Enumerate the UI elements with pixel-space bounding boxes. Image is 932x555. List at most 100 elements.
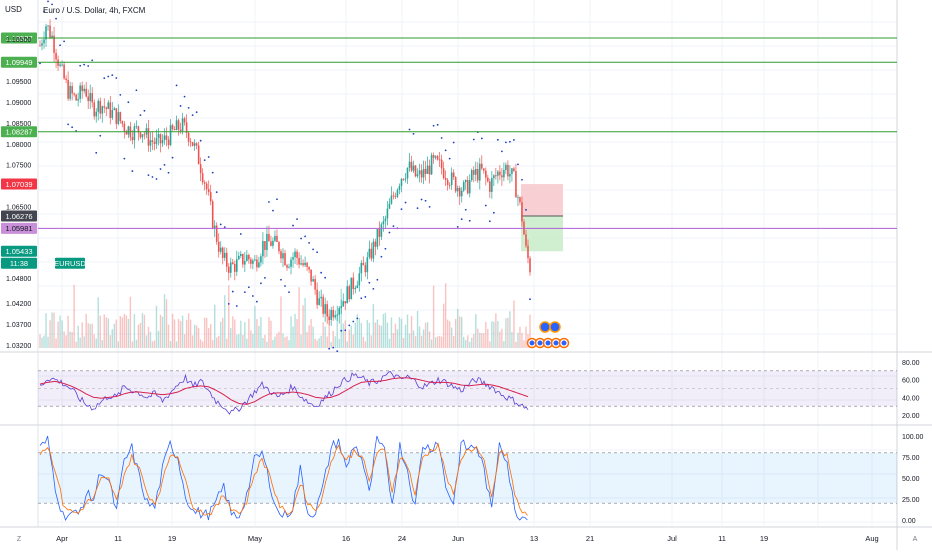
candle-body[interactable] <box>468 180 471 194</box>
candle-body[interactable] <box>272 240 274 246</box>
candle-body[interactable] <box>416 174 419 177</box>
stochastic-pane[interactable] <box>38 435 897 521</box>
event-icon[interactable] <box>539 321 551 333</box>
candle-body[interactable] <box>460 190 463 197</box>
candle-body[interactable] <box>424 168 427 174</box>
candle-body[interactable] <box>147 128 150 146</box>
candle-body[interactable] <box>93 102 96 117</box>
candle-body[interactable] <box>69 86 71 99</box>
candle-body[interactable] <box>348 286 351 300</box>
candle-body[interactable] <box>233 263 236 272</box>
candle-body[interactable] <box>472 170 475 175</box>
candle-body[interactable] <box>300 263 302 265</box>
candle-body[interactable] <box>408 161 411 168</box>
candle-body[interactable] <box>396 189 399 197</box>
candle-body[interactable] <box>478 163 481 181</box>
candle-body[interactable] <box>217 241 220 252</box>
candle-body[interactable] <box>394 195 397 197</box>
candle-body[interactable] <box>133 126 136 141</box>
horizontal-levels[interactable] <box>38 37 897 229</box>
candle-body[interactable] <box>117 112 120 124</box>
candle-body[interactable] <box>525 234 527 246</box>
candle-body[interactable] <box>503 170 505 178</box>
candle-body[interactable] <box>521 202 523 222</box>
candle-body[interactable] <box>529 258 531 273</box>
candle-body[interactable] <box>386 208 389 219</box>
candle-body[interactable] <box>103 106 106 108</box>
event-icon[interactable] <box>549 321 561 333</box>
rsi-ma-line[interactable] <box>39 377 529 405</box>
rsi-pane[interactable] <box>38 370 897 415</box>
candle-body[interactable] <box>79 85 81 99</box>
candle-body[interactable] <box>45 26 47 40</box>
rsi-line[interactable] <box>39 371 529 415</box>
candle-body[interactable] <box>400 178 403 187</box>
candle-body[interactable] <box>161 140 164 144</box>
candle-body[interactable] <box>288 266 290 268</box>
candle-body[interactable] <box>135 126 138 128</box>
candle-body[interactable] <box>432 155 435 158</box>
candle-body[interactable] <box>95 111 98 117</box>
candle-body[interactable] <box>312 279 314 282</box>
candle-body[interactable] <box>39 45 41 47</box>
candle-body[interactable] <box>236 259 238 272</box>
candle-body[interactable] <box>440 159 443 169</box>
candle-body[interactable] <box>452 172 455 178</box>
candle-body[interactable] <box>382 221 385 225</box>
candle-body[interactable] <box>527 245 529 259</box>
candle-body[interactable] <box>495 175 497 177</box>
candle-body[interactable] <box>354 287 357 290</box>
candle-body[interactable] <box>225 252 228 267</box>
candle-body[interactable] <box>256 259 258 268</box>
candle-body[interactable] <box>223 252 226 258</box>
candle-body[interactable] <box>149 140 152 146</box>
candle-body[interactable] <box>55 52 57 60</box>
candle-body[interactable] <box>248 254 250 260</box>
candle-body[interactable] <box>61 64 63 66</box>
candle-body[interactable] <box>209 192 212 202</box>
candle-body[interactable] <box>436 156 439 160</box>
candle-body[interactable] <box>304 262 306 266</box>
candle-body[interactable] <box>215 225 218 242</box>
candle-body[interactable] <box>476 168 479 181</box>
candle-body[interactable] <box>187 132 190 142</box>
candle-body[interactable] <box>466 179 469 194</box>
candle-body[interactable] <box>83 88 85 92</box>
candle-body[interactable] <box>139 132 142 138</box>
candle-body[interactable] <box>338 308 341 315</box>
candle-body[interactable] <box>316 289 318 305</box>
candle-body[interactable] <box>497 171 499 176</box>
candle-body[interactable] <box>282 253 284 259</box>
candle-body[interactable] <box>499 171 501 176</box>
candle-body[interactable] <box>491 178 493 192</box>
candle-body[interactable] <box>246 254 248 262</box>
candle-body[interactable] <box>426 165 429 174</box>
candle-body[interactable] <box>229 262 232 273</box>
candle-body[interactable] <box>77 98 79 101</box>
candle-body[interactable] <box>306 262 308 267</box>
candle-body[interactable] <box>189 141 192 143</box>
candle-body[interactable] <box>505 164 507 171</box>
candle-body[interactable] <box>318 298 320 305</box>
candle-body[interactable] <box>290 259 292 267</box>
candle-body[interactable] <box>444 177 447 180</box>
candle-body[interactable] <box>501 175 503 178</box>
candle-body[interactable] <box>454 177 457 192</box>
candle-body[interactable] <box>412 165 415 171</box>
candle-body[interactable] <box>193 143 196 146</box>
candle-body[interactable] <box>428 165 431 175</box>
candle-body[interactable] <box>284 253 286 266</box>
candle-body[interactable] <box>489 181 491 192</box>
candle-body[interactable] <box>238 255 240 260</box>
candle-body[interactable] <box>127 126 130 135</box>
candle-body[interactable] <box>276 235 278 242</box>
candle-body[interactable] <box>173 129 176 131</box>
candle-body[interactable] <box>157 134 160 138</box>
candle-body[interactable] <box>227 266 230 273</box>
candle-body[interactable] <box>330 309 332 320</box>
candle-body[interactable] <box>252 260 254 264</box>
candle-body[interactable] <box>450 172 453 186</box>
candle-body[interactable] <box>167 139 170 145</box>
candle-body[interactable] <box>380 224 383 237</box>
stoch-d-line[interactable] <box>39 442 528 516</box>
